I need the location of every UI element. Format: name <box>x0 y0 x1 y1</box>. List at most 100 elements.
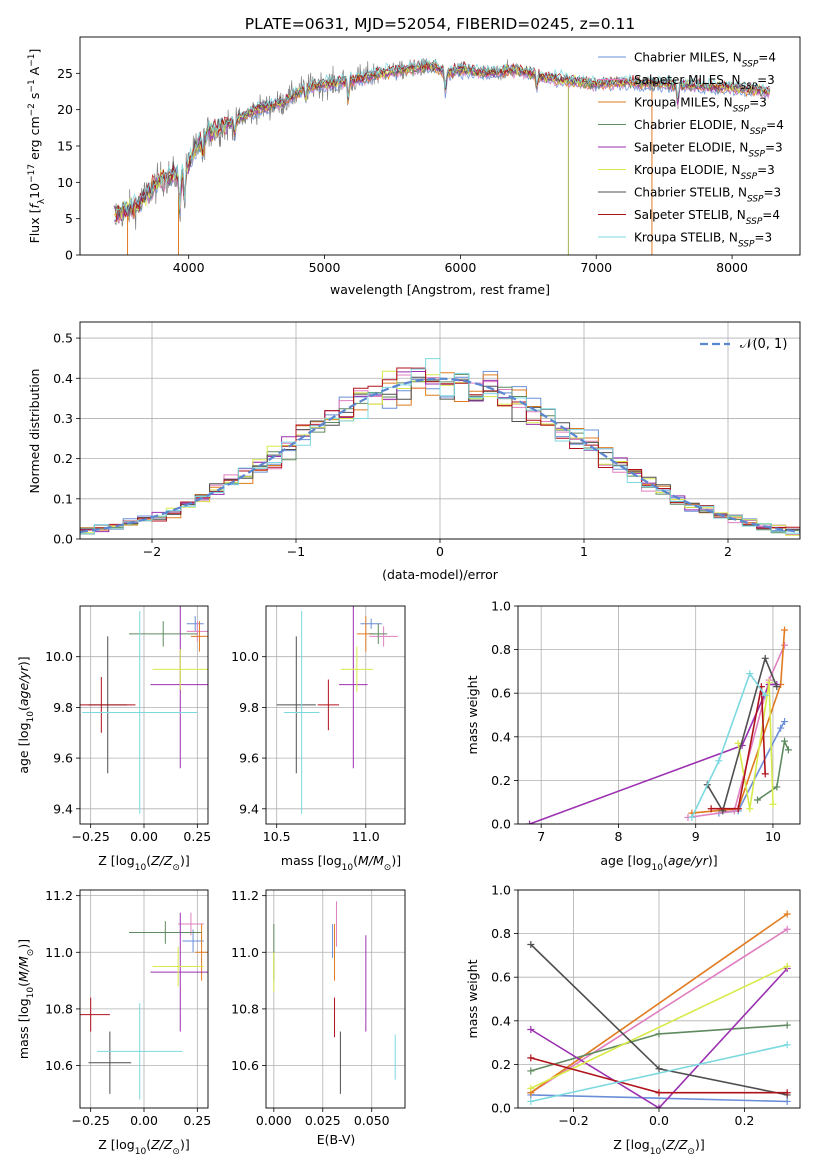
weight-line-cstelib <box>706 655 778 813</box>
label-part: −1 <box>27 53 37 66</box>
weight-line-kelodie <box>530 965 788 1090</box>
label-part: Salpeter STELIB, N <box>634 208 746 222</box>
axes-frame <box>517 605 801 825</box>
label-part: Flux [ <box>27 209 42 244</box>
y-tick-label: 20 <box>57 102 73 117</box>
y-tick-label: 0.1 <box>53 491 73 506</box>
weight-marker-cstelib <box>761 654 769 662</box>
x-axis-label: (data-model)/error <box>382 567 499 582</box>
y-tick-label: 9.4 <box>53 801 73 816</box>
y-tick-label: 11.2 <box>231 888 259 903</box>
weight-line-kstelib <box>691 671 766 818</box>
legend-label-sstelib: Salpeter STELIB, NSSP=4 <box>634 208 780 227</box>
y-tick-label: 0 <box>65 248 73 263</box>
label-part: s <box>27 93 42 104</box>
x-tick-label: 9 <box>692 829 700 844</box>
weight-marker-kmiles <box>783 910 791 918</box>
weight-marker-smiles <box>781 641 789 649</box>
label-part: Kroupa ELODIE, N <box>634 163 741 177</box>
label-part: Salpeter ELODIE, N <box>634 141 748 155</box>
legend-normal-label: 𝒩(0, 1) <box>740 337 787 352</box>
figure-title: PLATE=0631, MJD=52054, FIBERID=0245, z=0… <box>245 15 635 33</box>
weight-marker-kstelib <box>746 670 754 678</box>
label-part: Chabrier MILES, N <box>634 51 742 65</box>
label-part: ⊙ <box>172 1147 180 1157</box>
label-part: =3 <box>764 186 782 200</box>
normal-curve <box>80 377 800 534</box>
weight-marker-cmiles <box>777 724 785 732</box>
y-axis-label: mass weight <box>465 675 480 754</box>
x-tick-label: 0.000 <box>256 1113 292 1128</box>
label-part: )] <box>16 939 31 949</box>
label-part: Z/Z <box>150 853 173 868</box>
label-part: ( <box>146 1137 151 1152</box>
weight-marker-kelodie <box>734 739 742 747</box>
label-part: M/M <box>358 853 384 868</box>
y-tick-label: 10.0 <box>231 649 259 664</box>
x-tick-label: 8000 <box>716 260 748 275</box>
label-part: SSP <box>742 60 759 70</box>
label-part: SSP <box>733 105 750 115</box>
label-part: Z/Z <box>150 1137 173 1152</box>
weight-marker-cmiles <box>781 718 789 726</box>
y-tick-label: 9.8 <box>239 700 259 715</box>
label-part: )] <box>695 1137 705 1152</box>
weight-marker-smiles <box>783 925 791 933</box>
weight-marker-celodie <box>773 783 781 791</box>
y-tick-label: 11.0 <box>45 945 73 960</box>
y-tick-label: 0.2 <box>53 451 73 466</box>
y-tick-label: 0.6 <box>491 970 511 985</box>
y-tick-label: 10.6 <box>231 1058 259 1073</box>
x-axis-label: Z [log10(Z/Z⊙)] <box>98 853 189 873</box>
label-part: 10 <box>652 863 664 873</box>
label-part: SSP <box>746 217 763 227</box>
y-tick-label: 0.0 <box>491 817 511 832</box>
label-part: 10 <box>27 183 42 199</box>
panels-layer: 4000 5000 6000 7000 80000510152025wavelength… <box>16 36 801 1157</box>
weight-marker-sstelib <box>655 1089 663 1097</box>
weight-marker-kelodie <box>769 800 777 808</box>
label-part: 10 <box>26 987 36 999</box>
label-part: Chabrier STELIB, N <box>634 186 747 200</box>
label-part: )] <box>708 853 718 868</box>
weight-marker-sstelib <box>761 770 769 778</box>
label-part: =3 <box>757 73 775 87</box>
weight-marker-selodie <box>655 1104 663 1108</box>
axes-frame <box>79 605 209 825</box>
label-part: ( <box>661 1137 666 1152</box>
y-tick-label: 0.5 <box>53 331 73 346</box>
x-tick-label: 0.00 <box>130 829 158 844</box>
plot-area-age_vs_mass <box>276 606 398 814</box>
legend-label-smiles: Salpeter MILES, NSSP=3 <box>634 73 775 92</box>
label-part: 10 <box>135 1147 147 1157</box>
x-tick-label: 0.25 <box>183 829 211 844</box>
axes-frame <box>265 605 406 825</box>
label-part: =4 <box>766 118 784 132</box>
weight-line-kmiles <box>530 913 788 1094</box>
y-tick-label: 0.4 <box>491 1013 511 1028</box>
weight-marker-kelodie <box>746 805 754 813</box>
plot-area-histogram <box>80 358 800 538</box>
label-part: 10 <box>650 1147 662 1157</box>
label-part: =3 <box>757 163 775 177</box>
y-tick-label: 25 <box>57 66 73 81</box>
weight-line-cmiles <box>530 1094 788 1103</box>
legend-label-kmiles: Kroupa MILES, NSSP=3 <box>634 96 767 115</box>
x-axis-label: age [log10(age/yr)] <box>600 853 717 873</box>
label-part: =3 <box>765 141 783 155</box>
legend-label-kstelib: Kroupa STELIB, NSSP=3 <box>634 231 772 250</box>
weight-marker-cstelib <box>773 683 781 691</box>
x-tick-label: 5000 <box>309 260 341 275</box>
axes-frame <box>79 36 801 256</box>
y-tick-label: 15 <box>57 139 73 154</box>
weight-marker-kelodie <box>765 678 773 686</box>
weight-line-sstelib <box>711 686 766 810</box>
axes-frame <box>265 889 406 1109</box>
x-tick-label: −0.2 <box>558 1113 588 1128</box>
legend-label-cstelib: Chabrier STELIB, NSSP=3 <box>634 186 781 205</box>
y-tick-label: 0.6 <box>491 686 511 701</box>
label-part: Z [log <box>98 853 134 868</box>
